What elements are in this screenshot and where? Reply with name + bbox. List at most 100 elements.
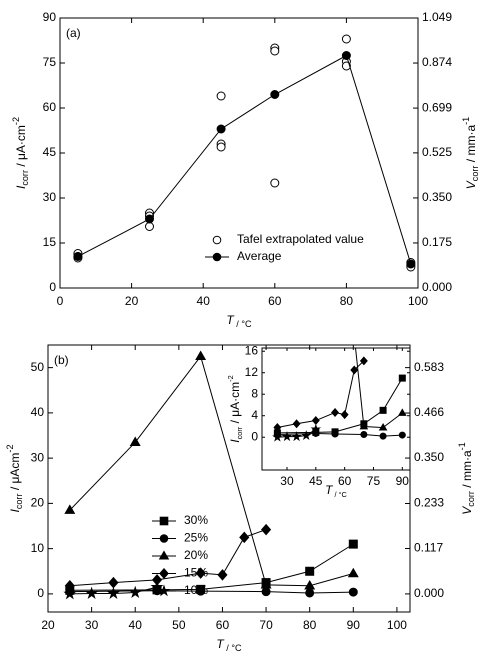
marker [331, 430, 339, 438]
legend-label: 20% [184, 548, 208, 562]
x-tick-label: 100 [387, 618, 407, 632]
marker [270, 178, 280, 188]
label-part: -2 [11, 117, 21, 125]
label-part: corr [466, 491, 476, 507]
y-tick-label: 10 [31, 541, 45, 555]
y-tick-label: 45 [43, 145, 57, 159]
y2-tick-label: 0.233 [414, 496, 444, 510]
marker [216, 124, 226, 134]
marker [397, 408, 407, 416]
marker [341, 34, 351, 44]
inset-plot [272, 151, 407, 442]
marker [291, 431, 302, 442]
y-tick-label: 30 [31, 450, 45, 464]
y-tick-label: 90 [43, 10, 57, 24]
y2-tick-label: 0.699 [422, 100, 452, 114]
marker [272, 431, 283, 442]
marker [150, 580, 164, 593]
label-part: -1 [461, 117, 471, 125]
marker [378, 422, 388, 431]
y2-tick-label: 0.350 [414, 450, 444, 464]
marker [398, 431, 406, 439]
marker [350, 365, 359, 375]
plot-frame [47, 344, 411, 613]
y-tick-label: 0 [37, 586, 44, 600]
x-tick-label: 45 [309, 474, 323, 488]
marker [108, 576, 119, 589]
marker [341, 61, 351, 71]
axis-label: Icorr / μA·cm-2 [226, 375, 244, 442]
y2-tick-label: 0.117 [414, 541, 443, 555]
marker [340, 410, 349, 420]
series-line [69, 543, 354, 591]
marker [145, 222, 154, 231]
marker [332, 151, 339, 157]
label-part: / °C [224, 643, 242, 653]
legend-label: 30% [184, 513, 208, 527]
marker [106, 586, 120, 599]
marker [347, 567, 359, 578]
label-part: -1 [457, 442, 467, 450]
legend-marker [158, 550, 170, 560]
legend-marker [212, 235, 222, 245]
marker [300, 430, 312, 441]
x-tick-label: 20 [125, 294, 139, 308]
y-tick-label: 15 [43, 235, 57, 249]
y2-tick-label: 0.000 [414, 586, 444, 600]
legend-marker [157, 584, 171, 597]
x-tick-label: 0 [57, 294, 64, 308]
x-tick-label: 100 [408, 294, 428, 308]
legend-label: Tafel extrapolated value [237, 232, 364, 246]
marker [216, 91, 226, 101]
panel-label: (a) [66, 26, 81, 40]
y-tick-label: 75 [43, 55, 57, 69]
axis-label: Vcorr / mm·a-1 [457, 442, 476, 514]
axis-label: T / °C [226, 313, 252, 329]
legend-label: 25% [184, 531, 208, 545]
label-part: / mm·a [460, 450, 474, 491]
marker [274, 334, 281, 340]
label-part: / μAcm [8, 453, 22, 494]
y2-tick-label: 0.466 [414, 405, 444, 419]
marker [379, 432, 387, 440]
marker [129, 436, 141, 446]
marker [305, 588, 315, 598]
marker [406, 259, 416, 269]
marker [270, 90, 280, 99]
label-part: I [228, 439, 242, 443]
legend-label: 15% [184, 566, 208, 580]
marker [195, 567, 206, 579]
label-part: -2 [226, 375, 235, 382]
y-tick-label: 60 [43, 100, 57, 114]
panel-label: (b) [54, 353, 69, 367]
x-tick-label: 20 [41, 618, 55, 632]
marker [311, 416, 320, 426]
marker [128, 585, 142, 599]
label-part: / °C [234, 319, 252, 329]
y2-tick-label: 1.049 [422, 10, 452, 24]
x-tick-label: 90 [396, 474, 410, 488]
plot-frame [59, 17, 419, 289]
marker [398, 374, 406, 382]
x-tick-label: 30 [280, 474, 294, 488]
label-part: corr [14, 494, 24, 510]
marker [145, 214, 154, 224]
legend-marker [159, 516, 169, 526]
label-part: V [460, 506, 474, 515]
legend-label: 10% [184, 583, 208, 597]
marker [64, 504, 76, 514]
y-tick-label: 40 [31, 405, 45, 419]
marker [348, 539, 358, 549]
marker [305, 566, 315, 576]
label-part: corr [20, 170, 30, 186]
label-part: / °C [332, 490, 347, 499]
axis-label: T / °C [325, 483, 347, 499]
label-part: T [226, 313, 235, 327]
marker [379, 406, 387, 414]
y-tick-label: 8 [251, 386, 258, 400]
label-part: / mm·a [464, 125, 478, 166]
series-line [77, 54, 412, 265]
axis-label: Vcorr / mm·a-1 [461, 117, 480, 189]
y-tick-label: 20 [31, 496, 45, 510]
